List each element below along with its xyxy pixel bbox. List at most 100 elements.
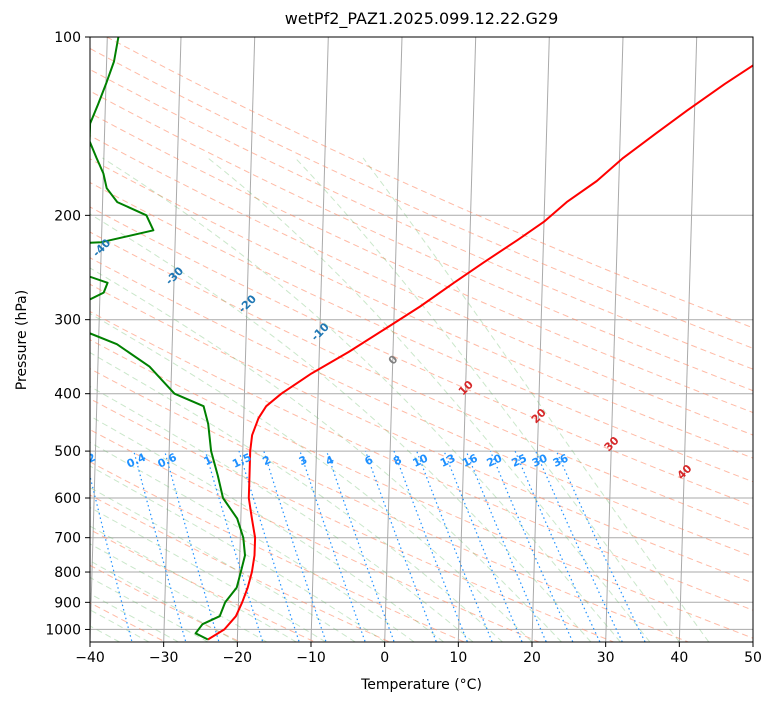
mixing-ratio-line [299, 450, 366, 642]
moist-adiabats [90, 157, 710, 642]
dry-adiabat [90, 398, 615, 642]
isotherm-label: -50 [17, 208, 40, 231]
y-tick-label: 400 [54, 387, 81, 403]
mixing-ratio-line [465, 450, 547, 642]
x-tick-label: −40 [75, 650, 105, 666]
mixing-ratio-label: 30 [530, 451, 550, 469]
isotherm-line [16, 37, 33, 642]
mixing-ratio-line [326, 450, 395, 642]
mixing-ratio-line [133, 450, 187, 642]
x-axis-label: Temperature (°C) [361, 677, 482, 693]
dry-adiabat [90, 368, 690, 642]
mixing-ratio-line [535, 450, 624, 642]
dry-adiabat [90, 90, 753, 392]
dry-adiabat [90, 181, 753, 483]
isotherm-line [605, 37, 624, 642]
mixing-ratio-line [416, 450, 493, 642]
mixing-ratio-label: 8 [391, 453, 403, 468]
x-tick-label: −20 [223, 650, 253, 666]
dry-adiabat [90, 564, 242, 642]
mixing-ratio-line [164, 450, 220, 642]
x-tick-label: −30 [149, 650, 179, 666]
isotherm-line [531, 37, 550, 642]
temperature-profile [207, 64, 753, 641]
x-tick-label: 20 [523, 650, 541, 666]
moist-adiabat [90, 213, 592, 642]
isotherm-line [678, 37, 698, 642]
moist-adiabat [294, 157, 680, 642]
isotherm-label: 20 [529, 406, 549, 426]
isotherm-line [163, 37, 182, 642]
chart-title: wetPf2_PAZ1.2025.099.12.22.G29 [284, 9, 559, 28]
moist-adiabat [90, 312, 533, 642]
mixing-ratio-label: 0.1 [27, 451, 50, 471]
dry-adiabat [90, 641, 92, 642]
mixing-ratio-line [555, 450, 646, 642]
mixing-ratio-line [364, 450, 438, 642]
dry-adiabat [90, 231, 753, 532]
dry-adiabat [90, 68, 753, 370]
y-tick-label: 300 [54, 313, 81, 329]
moist-adiabat [90, 593, 179, 642]
mixing-ratio-label: 10 [411, 451, 431, 469]
moist-adiabat [90, 465, 385, 642]
dry-adiabat [90, 47, 753, 349]
isotherm-line [310, 37, 329, 642]
mixing-ratio-label: 36 [551, 451, 571, 469]
plot-frame [89, 36, 754, 643]
axes: −40 −30 −20 −10 0 10 20 30 40 5010020030040050060… [45, 30, 762, 666]
mixing-ratio-label: 3 [297, 453, 309, 468]
moist-adiabat [90, 576, 209, 642]
moist-adiabat [90, 543, 268, 642]
mixing-ratio-label: 0.6 [156, 451, 179, 471]
dry-adiabat [90, 310, 753, 611]
mixing-ratio-line [263, 450, 327, 642]
grid-lines [16, 37, 753, 642]
moist-adiabat [362, 157, 710, 642]
mixing-ratio-label: 25 [509, 452, 528, 470]
dry-adiabat [90, 529, 316, 642]
x-tick-label: −10 [296, 650, 326, 666]
mixing-ratio-label: 13 [438, 452, 457, 470]
mixing-ratio-label: 4 [324, 453, 337, 468]
isotherm-line [90, 37, 108, 642]
mixing-ratio-label: 0.4 [125, 451, 148, 471]
isotherm-label: 10 [456, 378, 476, 398]
mixing-ratio-line [443, 450, 523, 642]
x-tick-label: 40 [670, 650, 688, 666]
y-tick-label: 600 [54, 491, 81, 507]
isotherm-line [457, 37, 477, 642]
mixing-ratio-label: 16 [460, 451, 480, 469]
y-tick-label: 900 [54, 595, 81, 611]
isotherm-line [752, 624, 753, 642]
mixing-ratio-line [204, 450, 264, 642]
mixing-ratio-label: 2 [261, 453, 273, 468]
mixing-ratio-label: 0.2 [75, 451, 98, 471]
isotherm-line [236, 37, 256, 642]
moist-adiabat [90, 267, 562, 642]
y-tick-label: 200 [54, 208, 81, 224]
dry-adiabat [90, 135, 753, 436]
dry-adiabat [90, 206, 753, 507]
dry-adiabat [90, 602, 167, 642]
moist-adiabat [90, 352, 503, 642]
moist-adiabat [90, 441, 415, 642]
dry-adiabat [90, 494, 391, 642]
y-tick-label: 1000 [45, 622, 81, 638]
y-tick-label: 100 [54, 30, 81, 46]
mixing-ratio-lines [90, 450, 646, 642]
mixing-ratio-line [90, 473, 133, 642]
x-tick-label: 10 [449, 650, 467, 666]
dry-adiabat [106, 37, 753, 329]
mixing-ratio-label: 20 [485, 451, 505, 469]
moist-adiabat [90, 385, 474, 642]
moist-adiabat [90, 560, 238, 642]
plot-area: 0.10.20.40.611.52346810131620253036-100-… [16, 37, 753, 642]
moist-adiabat [102, 157, 621, 642]
isotherm-label: -30 [163, 264, 186, 287]
dry-adiabats [90, 37, 753, 642]
x-tick-label: 30 [597, 650, 615, 666]
moist-adiabat [90, 486, 356, 642]
dry-adiabat [90, 112, 753, 414]
dry-adiabat [90, 158, 753, 459]
